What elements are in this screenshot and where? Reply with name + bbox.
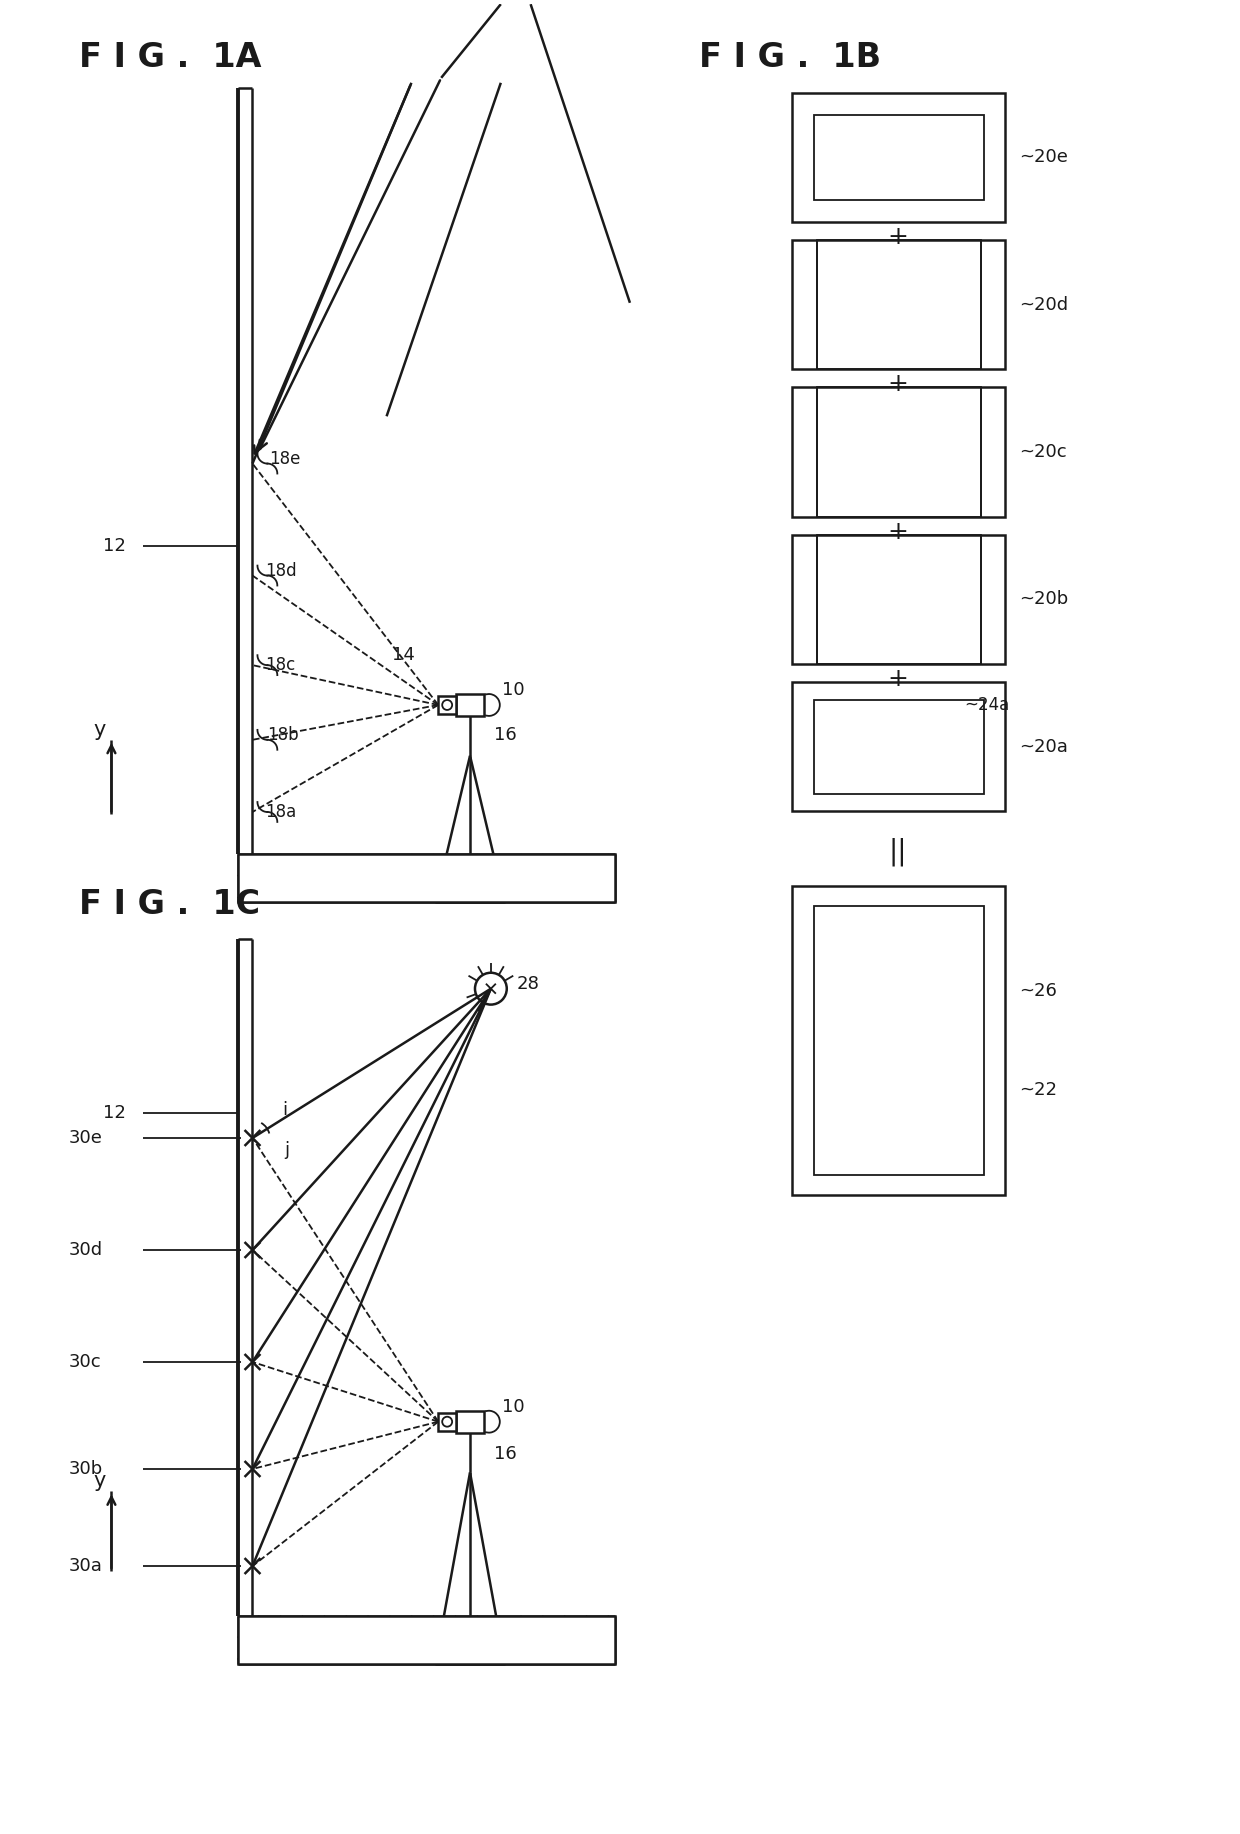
Text: y: y	[93, 1471, 105, 1491]
Text: +: +	[888, 372, 909, 396]
Bar	[238, 1616, 615, 1663]
Text: ~22: ~22	[1019, 1082, 1058, 1099]
Text: F I G .  1C: F I G . 1C	[78, 888, 260, 921]
Text: 30e: 30e	[68, 1130, 103, 1146]
Text: 16: 16	[494, 726, 517, 745]
Text: 16: 16	[494, 1445, 517, 1462]
Text: i: i	[283, 1100, 288, 1119]
Text: F I G .  1A: F I G . 1A	[78, 42, 262, 75]
Text: 18a: 18a	[265, 803, 296, 822]
Bar	[817, 387, 981, 517]
Bar	[813, 116, 983, 200]
Bar	[238, 855, 615, 902]
Text: +: +	[888, 519, 909, 543]
Bar	[792, 94, 1006, 222]
Text: ~24a: ~24a	[965, 695, 1009, 713]
Bar	[792, 886, 1006, 1194]
Text: j: j	[284, 1141, 289, 1159]
Text: ~20e: ~20e	[1019, 149, 1068, 167]
Text: ~20c: ~20c	[1019, 444, 1066, 460]
Bar	[817, 536, 981, 664]
Text: 30a: 30a	[68, 1557, 103, 1575]
Text: 18d: 18d	[265, 561, 298, 580]
Text: y: y	[93, 721, 105, 739]
Text: +: +	[888, 668, 909, 691]
Text: 18b: 18b	[268, 726, 299, 745]
Text: F I G .  1B: F I G . 1B	[699, 42, 882, 75]
Bar	[792, 682, 1006, 811]
Text: ~20d: ~20d	[1019, 295, 1069, 314]
Bar	[792, 536, 1006, 664]
Text: ~20a: ~20a	[1019, 737, 1068, 756]
Text: ||: ||	[889, 836, 908, 866]
Bar	[792, 240, 1006, 369]
Bar	[817, 240, 981, 369]
Text: 18e: 18e	[269, 449, 301, 468]
Text: ~20b: ~20b	[1019, 591, 1069, 609]
Text: +: +	[888, 226, 909, 249]
Text: 10: 10	[502, 680, 525, 699]
Bar	[456, 693, 484, 715]
Bar	[792, 387, 1006, 517]
Text: 30b: 30b	[68, 1460, 103, 1478]
Text: 12: 12	[103, 1104, 126, 1122]
Bar	[438, 697, 456, 713]
Text: 12: 12	[103, 537, 126, 554]
Text: 30c: 30c	[68, 1353, 102, 1372]
Text: 30d: 30d	[68, 1242, 103, 1258]
Text: 18c: 18c	[265, 657, 295, 675]
Text: 28: 28	[517, 974, 539, 992]
Bar	[438, 1412, 456, 1431]
Text: ~26: ~26	[1019, 981, 1058, 1000]
Bar	[813, 701, 983, 794]
Text: 10: 10	[502, 1398, 525, 1416]
Text: 14: 14	[392, 646, 414, 664]
Bar	[813, 906, 983, 1176]
Bar	[456, 1410, 484, 1432]
